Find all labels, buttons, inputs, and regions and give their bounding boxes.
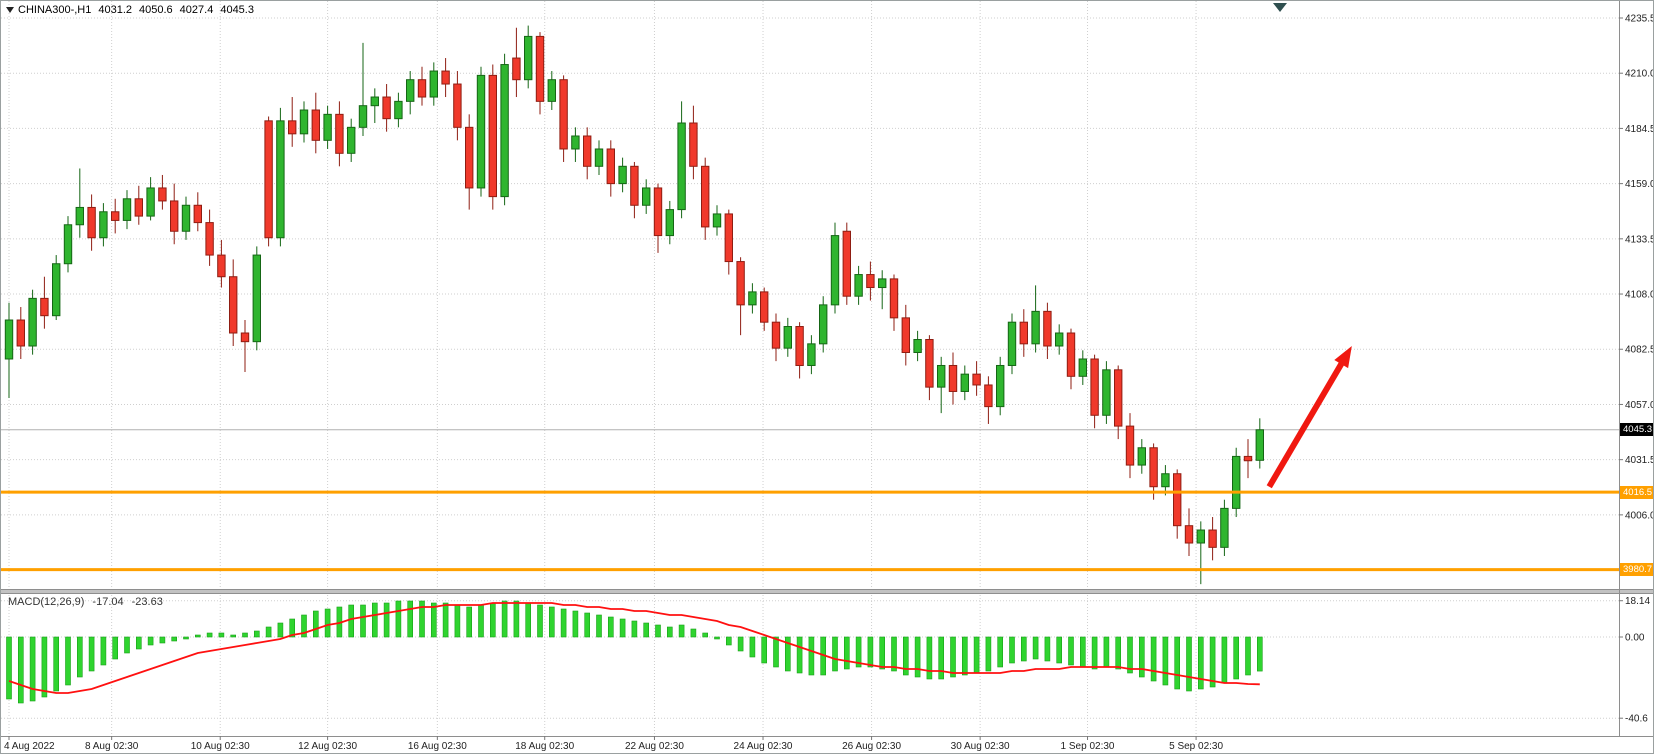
axis-tick-label: 4057.0 (1625, 400, 1654, 411)
axis-tick-label: 10 Aug 02:30 (191, 741, 250, 752)
axis-tick-label: 4184.5 (1625, 124, 1654, 135)
axis-tick-label: 26 Aug 02:30 (842, 741, 901, 752)
axis-tick-label: 22 Aug 02:30 (625, 741, 684, 752)
axis-tick-label: 4006.0 (1625, 510, 1654, 521)
axis-tick-label: 16 Aug 02:30 (408, 741, 467, 752)
axis-tick-label: 5 Sep 02:30 (1169, 741, 1223, 752)
panel-chrome[interactable] (1, 1, 1654, 737)
axis-tick-label: 4108.0 (1625, 290, 1654, 301)
ohlc-close: 4045.3 (220, 4, 254, 16)
candlesticks (4, 25, 1264, 585)
axis-tick-label: 4235.5 (1625, 14, 1654, 25)
ohlc-low: 4027.4 (179, 4, 214, 16)
axis-tick-label: 4 Aug 2022 (4, 741, 55, 752)
axis-tick-label: 24 Aug 02:30 (734, 741, 793, 752)
macd-indicator-label: MACD(12,26,9) -17.04 -23.63 (8, 596, 163, 608)
symbol-period-label: CHINA300-,H1 (18, 4, 92, 16)
ohlc-open: 4031.2 (98, 4, 133, 16)
axis-tick-label: 4031.5 (1625, 455, 1654, 466)
axis-tick-label: 4082.5 (1625, 345, 1654, 356)
grid-lines (1, 1, 1619, 736)
macd-signal-line (8, 602, 1260, 694)
ohlc-high: 4050.6 (139, 4, 173, 16)
axis-tick-label: 8 Aug 02:30 (85, 741, 139, 752)
axis-tick-label: 4210.0 (1625, 69, 1654, 80)
axis-tick-label: 30 Aug 02:30 (951, 741, 1010, 752)
current-price-tag: 4045.3 (1620, 423, 1653, 437)
macd-signal-value: -23.63 (131, 596, 163, 608)
macd-name: MACD(12,26,9) (8, 596, 85, 608)
chart-shift-marker-icon[interactable] (1273, 3, 1287, 12)
chart-menu-icon[interactable] (6, 7, 14, 13)
axis-tick-label: 18.14 (1625, 596, 1650, 607)
time-axis[interactable]: 4 Aug 2022 8 Aug 02:30 10 Aug 02:30 12 Aug … (4, 736, 1223, 752)
axis-tick-label: 12 Aug 02:30 (298, 741, 357, 752)
axis-tick-label: 4133.5 (1625, 234, 1654, 245)
axis-tick-label: 1 Sep 02:30 (1061, 741, 1115, 752)
axis-tick-label: 18 Aug 02:30 (515, 741, 574, 752)
axis-tick-label: 0.00 (1625, 633, 1645, 644)
macd-axis[interactable]: 18.14 0.00 -40.6 (1619, 596, 1650, 725)
axis-tick-label: -40.6 (1625, 714, 1648, 725)
macd-main-value: -17.04 (92, 596, 124, 608)
axis-tick-label: 4159.0 (1625, 179, 1654, 190)
support-lines[interactable] (1, 490, 1619, 572)
price-axis[interactable]: 4235.5 4210.0 4184.5 4159.0 4133.5 4108.0 4082… (1619, 14, 1654, 522)
support-level-tag-2: 3980.7 (1620, 563, 1653, 577)
panel-divider[interactable] (1, 589, 1654, 594)
macd-histogram (6, 600, 1263, 704)
support-level-tag-1: 4016.5 (1620, 485, 1653, 499)
chart-title: CHINA300-,H1 4031.2 4050.6 4027.4 4045.3 (6, 4, 254, 16)
trend-arrow[interactable] (1266, 345, 1352, 489)
